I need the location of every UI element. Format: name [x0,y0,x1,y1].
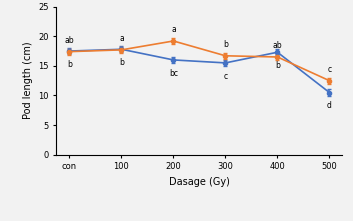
Text: ab: ab [273,41,282,50]
Text: a: a [119,34,124,43]
Text: b: b [275,61,280,70]
Text: c: c [223,72,227,81]
Text: ab: ab [65,36,74,45]
Text: c: c [327,65,331,74]
Text: b: b [67,60,72,69]
Text: bc: bc [169,69,178,78]
Text: d: d [327,101,332,110]
Text: b: b [119,58,124,67]
Text: b: b [223,40,228,49]
Y-axis label: Pod length (cm): Pod length (cm) [23,42,33,120]
Text: a: a [171,25,176,34]
X-axis label: Dasage (Gy): Dasage (Gy) [169,177,230,187]
